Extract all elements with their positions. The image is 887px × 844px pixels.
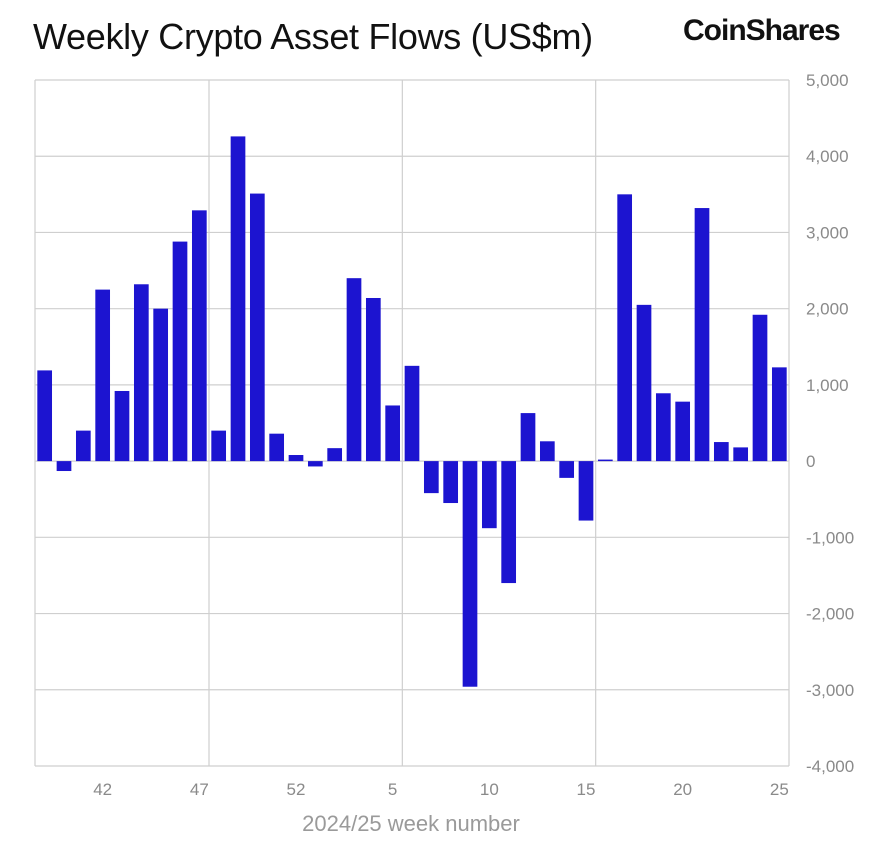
chart-bars — [37, 136, 787, 687]
bar — [443, 461, 459, 504]
bar — [56, 461, 72, 472]
bar — [230, 136, 246, 462]
y-tick-label: 2,000 — [806, 300, 849, 319]
coinshares-logo: CoinShares — [683, 14, 841, 47]
x-tick-label: 5 — [388, 780, 397, 799]
x-axis-ticks: 42 47 52 5 10 15 20 25 — [93, 780, 789, 799]
bar — [404, 365, 420, 462]
y-tick-label: 1,000 — [806, 376, 849, 395]
bar — [269, 433, 285, 462]
bar — [559, 461, 575, 478]
x-tick-label: 42 — [93, 780, 112, 799]
y-tick-label: 0 — [806, 452, 815, 471]
bar — [191, 210, 207, 462]
x-tick-label: 20 — [673, 780, 692, 799]
x-tick-label: 10 — [480, 780, 499, 799]
bar — [75, 430, 91, 462]
bar — [617, 194, 633, 462]
bar — [539, 441, 555, 462]
bar — [501, 461, 517, 584]
bar — [520, 413, 536, 462]
bar — [133, 284, 149, 462]
bar — [675, 401, 691, 462]
y-tick-label: -1,000 — [806, 528, 854, 547]
y-tick-label: -2,000 — [806, 605, 854, 624]
bar — [211, 430, 227, 462]
bar — [636, 304, 652, 462]
x-tick-label: 47 — [190, 780, 209, 799]
y-tick-label: 3,000 — [806, 223, 849, 242]
bar — [95, 289, 111, 462]
bar — [153, 308, 169, 462]
bar — [423, 461, 439, 494]
bar — [385, 405, 401, 462]
y-axis-ticks: 5,000 4,000 3,000 2,000 1,000 0 -1,000 -2,000 -3… — [806, 71, 854, 776]
bar — [481, 461, 497, 529]
x-axis-label: 2024/25 week number — [302, 811, 520, 836]
bar — [346, 278, 362, 462]
bar — [694, 208, 710, 462]
page-title: Weekly Crypto Asset Flows (US$m) — [33, 16, 593, 57]
bar — [713, 442, 729, 462]
y-tick-label: -4,000 — [806, 757, 854, 776]
y-tick-label: -3,000 — [806, 681, 854, 700]
bar — [114, 390, 130, 462]
x-tick-label: 52 — [287, 780, 306, 799]
bar — [771, 367, 787, 462]
x-tick-label: 15 — [577, 780, 596, 799]
bar — [597, 459, 613, 462]
bar — [655, 393, 671, 462]
bar — [733, 447, 749, 462]
bar — [365, 297, 381, 462]
y-tick-label: 5,000 — [806, 71, 849, 90]
bar — [462, 461, 478, 687]
bar — [578, 461, 594, 521]
bar — [249, 193, 265, 462]
bar — [327, 448, 343, 462]
bar — [172, 241, 188, 462]
bar — [288, 455, 304, 462]
bar — [37, 370, 53, 462]
bar — [307, 461, 323, 467]
y-tick-label: 4,000 — [806, 147, 849, 166]
x-tick-label: 25 — [770, 780, 789, 799]
bar — [752, 314, 768, 462]
